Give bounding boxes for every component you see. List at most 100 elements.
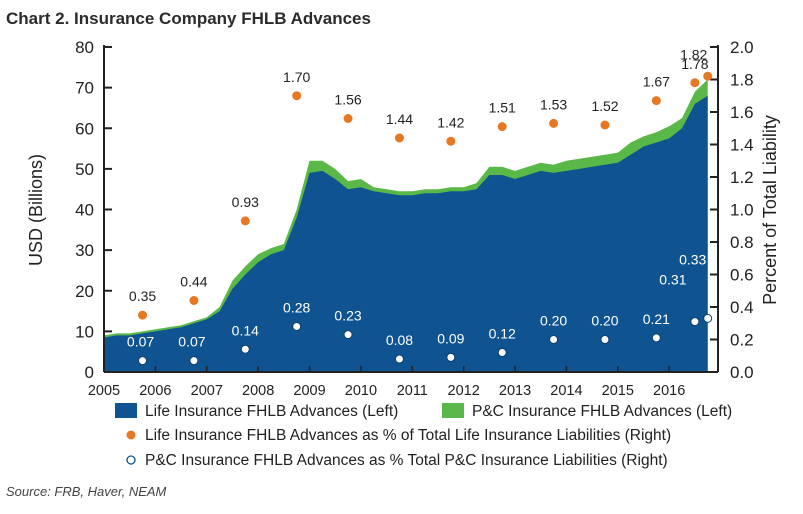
- y-right-tick-label: 1.4: [730, 136, 754, 155]
- x-tick-label: 2013: [499, 383, 531, 399]
- life-pct-label: 0.44: [180, 274, 207, 290]
- pc-pct-label: 0.07: [178, 334, 205, 350]
- pc-pct-point: [292, 322, 302, 331]
- pc-pct-point: [549, 335, 559, 344]
- x-tick-label: 2005: [88, 383, 120, 399]
- pc-pct-label: 0.20: [591, 313, 618, 329]
- legend-pc-advances-label: P&C Insurance FHLB Advances (Left): [472, 403, 732, 420]
- pc-pct-point: [703, 313, 713, 323]
- pc-pct-label: 0.23: [334, 308, 361, 324]
- pc-pct-point: [690, 317, 700, 327]
- life-pct-point: [240, 216, 250, 226]
- life-pct-label: 1.52: [591, 98, 618, 114]
- y-right-tick-label: 0.4: [730, 298, 754, 317]
- pc-pct-label: 0.09: [437, 330, 464, 346]
- legend-life-pct-label: Life Insurance FHLB Advances as % of Tot…: [145, 427, 671, 444]
- y-right-tick-label: 0.6: [730, 266, 754, 285]
- pc-pct-label: 0.20: [540, 313, 567, 329]
- life-pct-point: [446, 136, 456, 146]
- chart-title: Chart 2. Insurance Company FHLB Advances: [6, 9, 371, 28]
- pc-pct-label: 0.31: [659, 272, 686, 288]
- pc-pct-point: [189, 356, 199, 366]
- life-pct-label: 1.78: [681, 56, 708, 72]
- life-pct-label: 1.53: [540, 96, 567, 112]
- life-pct-point: [292, 91, 302, 101]
- pc-pct-point: [138, 356, 148, 366]
- life-pct-point: [138, 310, 148, 320]
- pc-pct-label: 0.33: [679, 251, 706, 267]
- legend-pc-pct-label: P&C Insurance FHLB Advances as % Total P…: [145, 452, 668, 469]
- y-right-tick-label: 1.8: [730, 71, 754, 90]
- life-pct-point: [549, 118, 559, 128]
- y-right-tick-label: 0.0: [730, 363, 754, 382]
- life-pct-point: [690, 78, 700, 88]
- plot-area: 0 10 20 30 40 50 60 70 80 0.0 0.2 0.4 0.6 0.8 1.0 1.2 1.…: [75, 38, 754, 399]
- pc-pct-label: 0.08: [386, 332, 413, 348]
- life-pct-point: [189, 296, 199, 305]
- x-tick-label: 2016: [653, 383, 685, 399]
- legend-life-advances-label: Life Insurance FHLB Advances (Left): [145, 403, 398, 420]
- x-tick-label: 2014: [550, 383, 582, 399]
- legend-pc-advances-swatch: [442, 403, 464, 418]
- x-tick-label: 2015: [602, 383, 634, 399]
- pc-pct-point: [394, 354, 404, 364]
- y-left-tick-label: 30: [75, 241, 94, 260]
- legend-pc-pct-marker: [126, 455, 136, 465]
- life-pct-label: 1.42: [437, 114, 464, 130]
- pc-pct-label: 0.07: [127, 334, 154, 350]
- life-pct-label: 1.51: [489, 100, 516, 116]
- y-right-tick-label: 1.2: [730, 168, 754, 187]
- y-left-tick-label: 20: [75, 282, 94, 301]
- y-right-tick-label: 0.2: [730, 331, 754, 350]
- x-tick-label: 2012: [448, 383, 480, 399]
- life-pct-point: [703, 71, 713, 81]
- y-right-tick-label: 1.0: [730, 201, 754, 220]
- life-pct-point: [497, 122, 507, 132]
- x-tick-label: 2008: [242, 383, 274, 399]
- life-pct-label: 1.67: [643, 74, 670, 90]
- life-pct-label: 1.56: [334, 92, 361, 108]
- x-tick-label: 2006: [139, 383, 171, 399]
- pc-pct-point: [240, 344, 250, 354]
- life-pct-point: [600, 120, 610, 130]
- y-left-tick-label: 0: [85, 363, 94, 382]
- x-tick-label: 2007: [191, 383, 223, 399]
- pc-pct-point: [651, 333, 661, 343]
- pc-pct-point: [446, 352, 456, 362]
- source-note: Source: FRB, Haver, NEAM: [6, 484, 167, 499]
- y-axis-left-title: USD (Billions): [26, 154, 46, 266]
- life-pct-label: 1.44: [386, 111, 413, 127]
- x-tick-label: 2009: [293, 383, 325, 399]
- legend-life-pct-marker: [126, 430, 136, 440]
- pc-pct-point: [343, 330, 353, 340]
- pc-pct-label: 0.28: [283, 300, 310, 316]
- y-axis-right-title: Percent of Total Liability: [760, 115, 780, 305]
- y-left-tick-label: 40: [75, 201, 94, 220]
- pc-pct-label: 0.14: [232, 322, 259, 338]
- x-tick-label: 2010: [345, 383, 377, 399]
- y-left-tick-label: 60: [75, 119, 94, 138]
- pc-pct-point: [600, 335, 610, 344]
- y-left-tick-label: 70: [75, 79, 94, 98]
- legend-life-advances-swatch: [115, 403, 137, 418]
- life-pct-label: 1.70: [283, 69, 310, 85]
- x-tick-label: 2011: [397, 383, 428, 399]
- pc-pct-label: 0.21: [643, 311, 670, 327]
- life-advances-area: [104, 95, 708, 373]
- y-left-tick-label: 50: [75, 160, 94, 179]
- life-pct-label: 0.35: [129, 288, 156, 304]
- life-pct-label: 1.82: [680, 46, 707, 62]
- life-pct-point: [394, 133, 404, 143]
- y-right-tick-label: 1.6: [730, 103, 754, 122]
- life-pct-point: [651, 96, 661, 106]
- life-pct-label: 0.93: [232, 194, 259, 210]
- life-pct-point: [343, 114, 353, 123]
- y-right-tick-label: 2.0: [730, 38, 754, 57]
- pc-pct-point: [497, 348, 507, 357]
- y-left-tick-label: 10: [75, 322, 94, 341]
- pc-pct-label: 0.12: [489, 326, 516, 342]
- y-left-tick-label: 80: [75, 38, 94, 57]
- legend: Life Insurance FHLB Advances (Left) P&C I…: [115, 403, 732, 469]
- y-right-tick-label: 0.8: [730, 233, 754, 252]
